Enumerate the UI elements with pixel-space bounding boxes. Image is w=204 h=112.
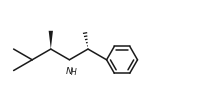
Text: N: N: [66, 66, 73, 75]
Text: H: H: [70, 67, 76, 76]
Polygon shape: [49, 31, 53, 50]
